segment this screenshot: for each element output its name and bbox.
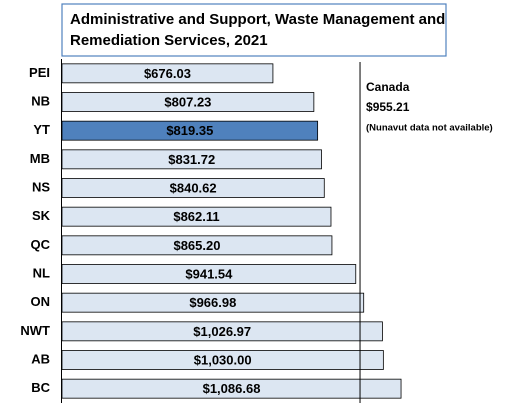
category-label: BC [31, 380, 50, 395]
bar [61, 264, 357, 284]
reference-label: Canada [366, 80, 410, 94]
category-label: SK [32, 208, 51, 223]
value-label: $1,086.68 [203, 381, 261, 396]
category-label: NS [32, 179, 50, 194]
bar [61, 378, 402, 399]
value-label: $865.20 [173, 238, 220, 253]
category-label: PEI [29, 65, 50, 80]
bar [61, 321, 383, 342]
value-label: $807.23 [164, 94, 211, 109]
bar [61, 178, 325, 198]
category-label: YT [33, 122, 50, 137]
category-label: AB [31, 351, 50, 366]
reference-value: $955.21 [366, 100, 410, 114]
reference-note: (Nunavut data not available) [366, 123, 493, 134]
bar [61, 149, 322, 170]
bar [61, 206, 332, 227]
bar [61, 292, 365, 313]
title-box [61, 3, 447, 57]
value-label: $1,030.00 [194, 352, 252, 367]
chart-title: Administrative and Support, Waste Manage… [70, 11, 445, 49]
bar [61, 120, 319, 141]
value-label: $941.54 [185, 266, 233, 281]
bar [61, 350, 384, 370]
value-label: $862.11 [173, 209, 219, 224]
value-label: $966.98 [189, 295, 236, 310]
bar [61, 235, 333, 256]
value-label: $1,026.97 [193, 324, 251, 339]
value-label: $840.62 [170, 180, 217, 195]
category-label: QC [31, 237, 51, 252]
bar [61, 63, 274, 84]
category-label: NL [33, 265, 50, 280]
category-label: NWT [20, 323, 50, 338]
value-label: $819.35 [166, 123, 213, 138]
bar [61, 92, 315, 112]
category-label: MB [30, 151, 50, 166]
category-label: NB [31, 93, 50, 108]
value-label: $831.72 [168, 152, 215, 167]
value-label: $676.03 [144, 66, 191, 81]
category-label: ON [31, 294, 51, 309]
